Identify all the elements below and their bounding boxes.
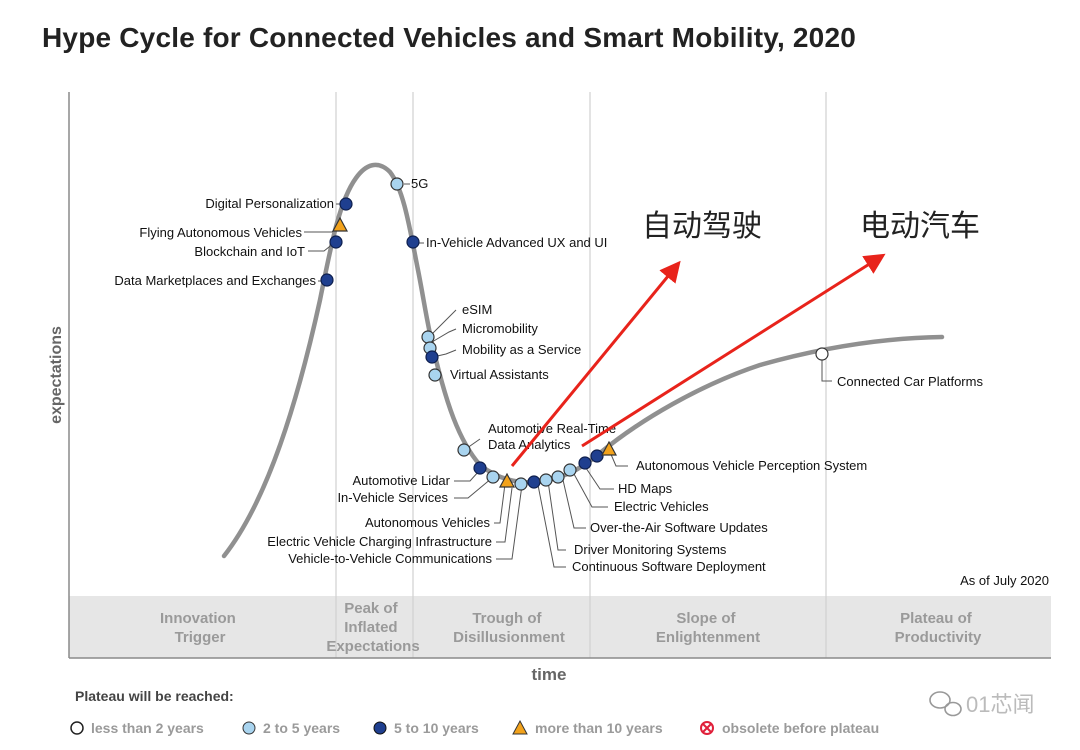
label-mobility-as-a-service: Mobility as a Service (462, 342, 581, 357)
label-ev-charging: Electric Vehicle Charging Infrastructure (267, 534, 492, 549)
label-ota-updates: Over-the-Air Software Updates (590, 520, 768, 535)
watermark: 01芯闻 (929, 691, 1034, 717)
annotation-arrows (510, 253, 886, 467)
label-driver-monitoring: Driver Monitoring Systems (574, 542, 727, 557)
marker-continuous-software-deployment (551, 470, 565, 484)
marker-automotive-lidar (473, 461, 487, 475)
chart-title: Hype Cycle for Connected Vehicles and Sm… (42, 22, 857, 53)
label-flying-autonomous-vehicles: Flying Autonomous Vehicles (139, 225, 302, 240)
legend-title: Plateau will be reached: (75, 688, 234, 704)
label-real-time-analytics: Automotive Real-Time Data Analytics (488, 421, 620, 452)
label-hd-maps: HD Maps (618, 481, 673, 496)
legend: Plateau will be reached: less than 2 yea… (70, 688, 879, 736)
marker-blockchain-and-iot (329, 235, 343, 249)
annotation-autonomous-driving: 自动驾驶 (642, 209, 762, 244)
legend-label-lt2: less than 2 years (91, 720, 204, 736)
watermark-text: 01芯闻 (966, 692, 1034, 717)
marker-5g (390, 177, 404, 191)
marker-electric-vehicle-charging-infrastructure (514, 477, 528, 491)
marker-driver-monitoring-systems (539, 473, 553, 487)
label-virtual-assistants: Virtual Assistants (450, 367, 549, 382)
marker-vehicle-to-vehicle-communications (527, 475, 541, 489)
marker-in-vehicle-advanced-ux-and-ui (406, 235, 420, 249)
legend-label-2to5: 2 to 5 years (263, 720, 340, 736)
phase-band (69, 596, 1051, 658)
label-in-vehicle-ux: In-Vehicle Advanced UX and UI (426, 235, 607, 250)
technology-labels: 5G Digital Personalization Flying Autono… (114, 176, 983, 574)
marker-esim (421, 330, 435, 344)
label-autonomous-vehicles: Autonomous Vehicles (365, 515, 491, 530)
wechat-icon (929, 691, 962, 717)
label-esim: eSIM (462, 302, 492, 317)
arrow-electric (581, 253, 886, 448)
label-real-time-analytics-text: Automotive Real-Time (488, 421, 616, 436)
phase-peak: Peak of Inflated Expectations (326, 600, 419, 655)
technology-markers (320, 177, 829, 491)
legend-label-obsolete: obsolete before plateau (722, 720, 879, 736)
legend-marker-obsolete (700, 721, 714, 735)
marker-electric-vehicles (578, 456, 592, 470)
marker-over-the-air-software-updates (563, 463, 577, 477)
marker-digital-personalization (339, 197, 353, 211)
phase-labels: Innovation Trigger Peak of Inflated Expe… (160, 600, 982, 655)
legend-marker-5to10 (373, 721, 387, 735)
label-micromobility: Micromobility (462, 321, 538, 336)
marker-data-marketplaces-and-exchanges (320, 273, 334, 287)
hype-curve (221, 162, 945, 559)
label-v2v: Vehicle-to-Vehicle Communications (288, 551, 492, 566)
marker-virtual-assistants (428, 368, 442, 382)
marker-autonomous-vehicle-perception-system (600, 440, 618, 456)
legend-marker-gt10 (512, 719, 528, 735)
label-in-vehicle-services: In-Vehicle Services (337, 490, 448, 505)
legend-label-gt10: more than 10 years (535, 720, 663, 736)
marker-hd-maps (590, 449, 604, 463)
label-electric-vehicles: Electric Vehicles (614, 499, 709, 514)
annotation-electric-vehicles: 电动汽车 (860, 209, 980, 244)
phase-plateau: Plateau of Productivity (895, 610, 982, 646)
phase-innovation-trigger: Innovation Trigger (160, 610, 240, 646)
label-data-marketplaces: Data Marketplaces and Exchanges (114, 273, 316, 288)
label-5g: 5G (411, 176, 428, 191)
as-of-date: As of July 2020 (960, 573, 1049, 588)
label-av-perception: Autonomous Vehicle Perception System (636, 458, 867, 473)
phase-trough: Trough of Disillusionment (453, 610, 565, 646)
marker-automotive-real-time-data-analytics (457, 443, 471, 457)
marker-autonomous-vehicles (498, 472, 516, 488)
marker-flying-autonomous-vehicles (331, 216, 349, 232)
label-connected-car-platforms: Connected Car Platforms (837, 374, 983, 389)
y-axis-label: expectations (48, 326, 65, 424)
phase-slope: Slope of Enlightenment (656, 610, 760, 646)
marker-in-vehicle-services (486, 470, 500, 484)
label-continuous-deployment: Continuous Software Deployment (572, 559, 766, 574)
legend-label-5to10: 5 to 10 years (394, 720, 479, 736)
label-blockchain-iot: Blockchain and IoT (194, 244, 305, 259)
x-axis-label: time (532, 665, 567, 684)
label-automotive-lidar: Automotive Lidar (352, 473, 450, 488)
legend-marker-2to5 (242, 721, 256, 735)
marker-connected-car-platforms (815, 347, 829, 361)
phase-dividers (335, 92, 827, 658)
legend-marker-lt2 (70, 721, 84, 735)
arrow-autonomous (510, 260, 681, 467)
marker-mobility-as-a-service (425, 350, 439, 364)
label-digital-personalization: Digital Personalization (205, 196, 334, 211)
